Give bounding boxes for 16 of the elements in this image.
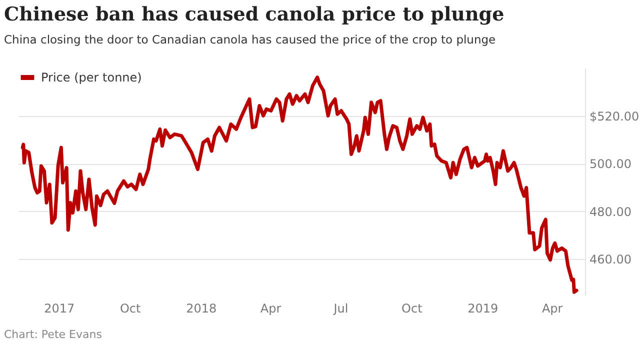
text: Chart: Pete Evans (4, 328, 102, 341)
x-tick-label: Jul (332, 302, 348, 316)
y-tick-label: 500.00 (590, 157, 632, 172)
x-tick-label: Oct (402, 302, 423, 316)
x-tick-label: 2017 (44, 302, 75, 316)
legend-label: Price (per tonne) (41, 70, 142, 84)
chart-subtitle: China closing the door to Canadian canola has caused the price of the crop to plunge (4, 32, 496, 46)
y-tick-label: $520.00 (590, 109, 640, 124)
x-tick-label: Oct (120, 302, 142, 316)
y-tick-label: 480.00 (590, 204, 632, 219)
x-tick-label: 2019 (468, 302, 498, 316)
x-tick-label: 2018 (186, 302, 217, 316)
x-tick-label: Apr (260, 302, 282, 316)
chart-title: Chinese ban has caused canola price to plunge (4, 4, 504, 26)
x-tick-label: Apr (542, 302, 563, 316)
y-tick-label: 460.00 (590, 252, 632, 267)
